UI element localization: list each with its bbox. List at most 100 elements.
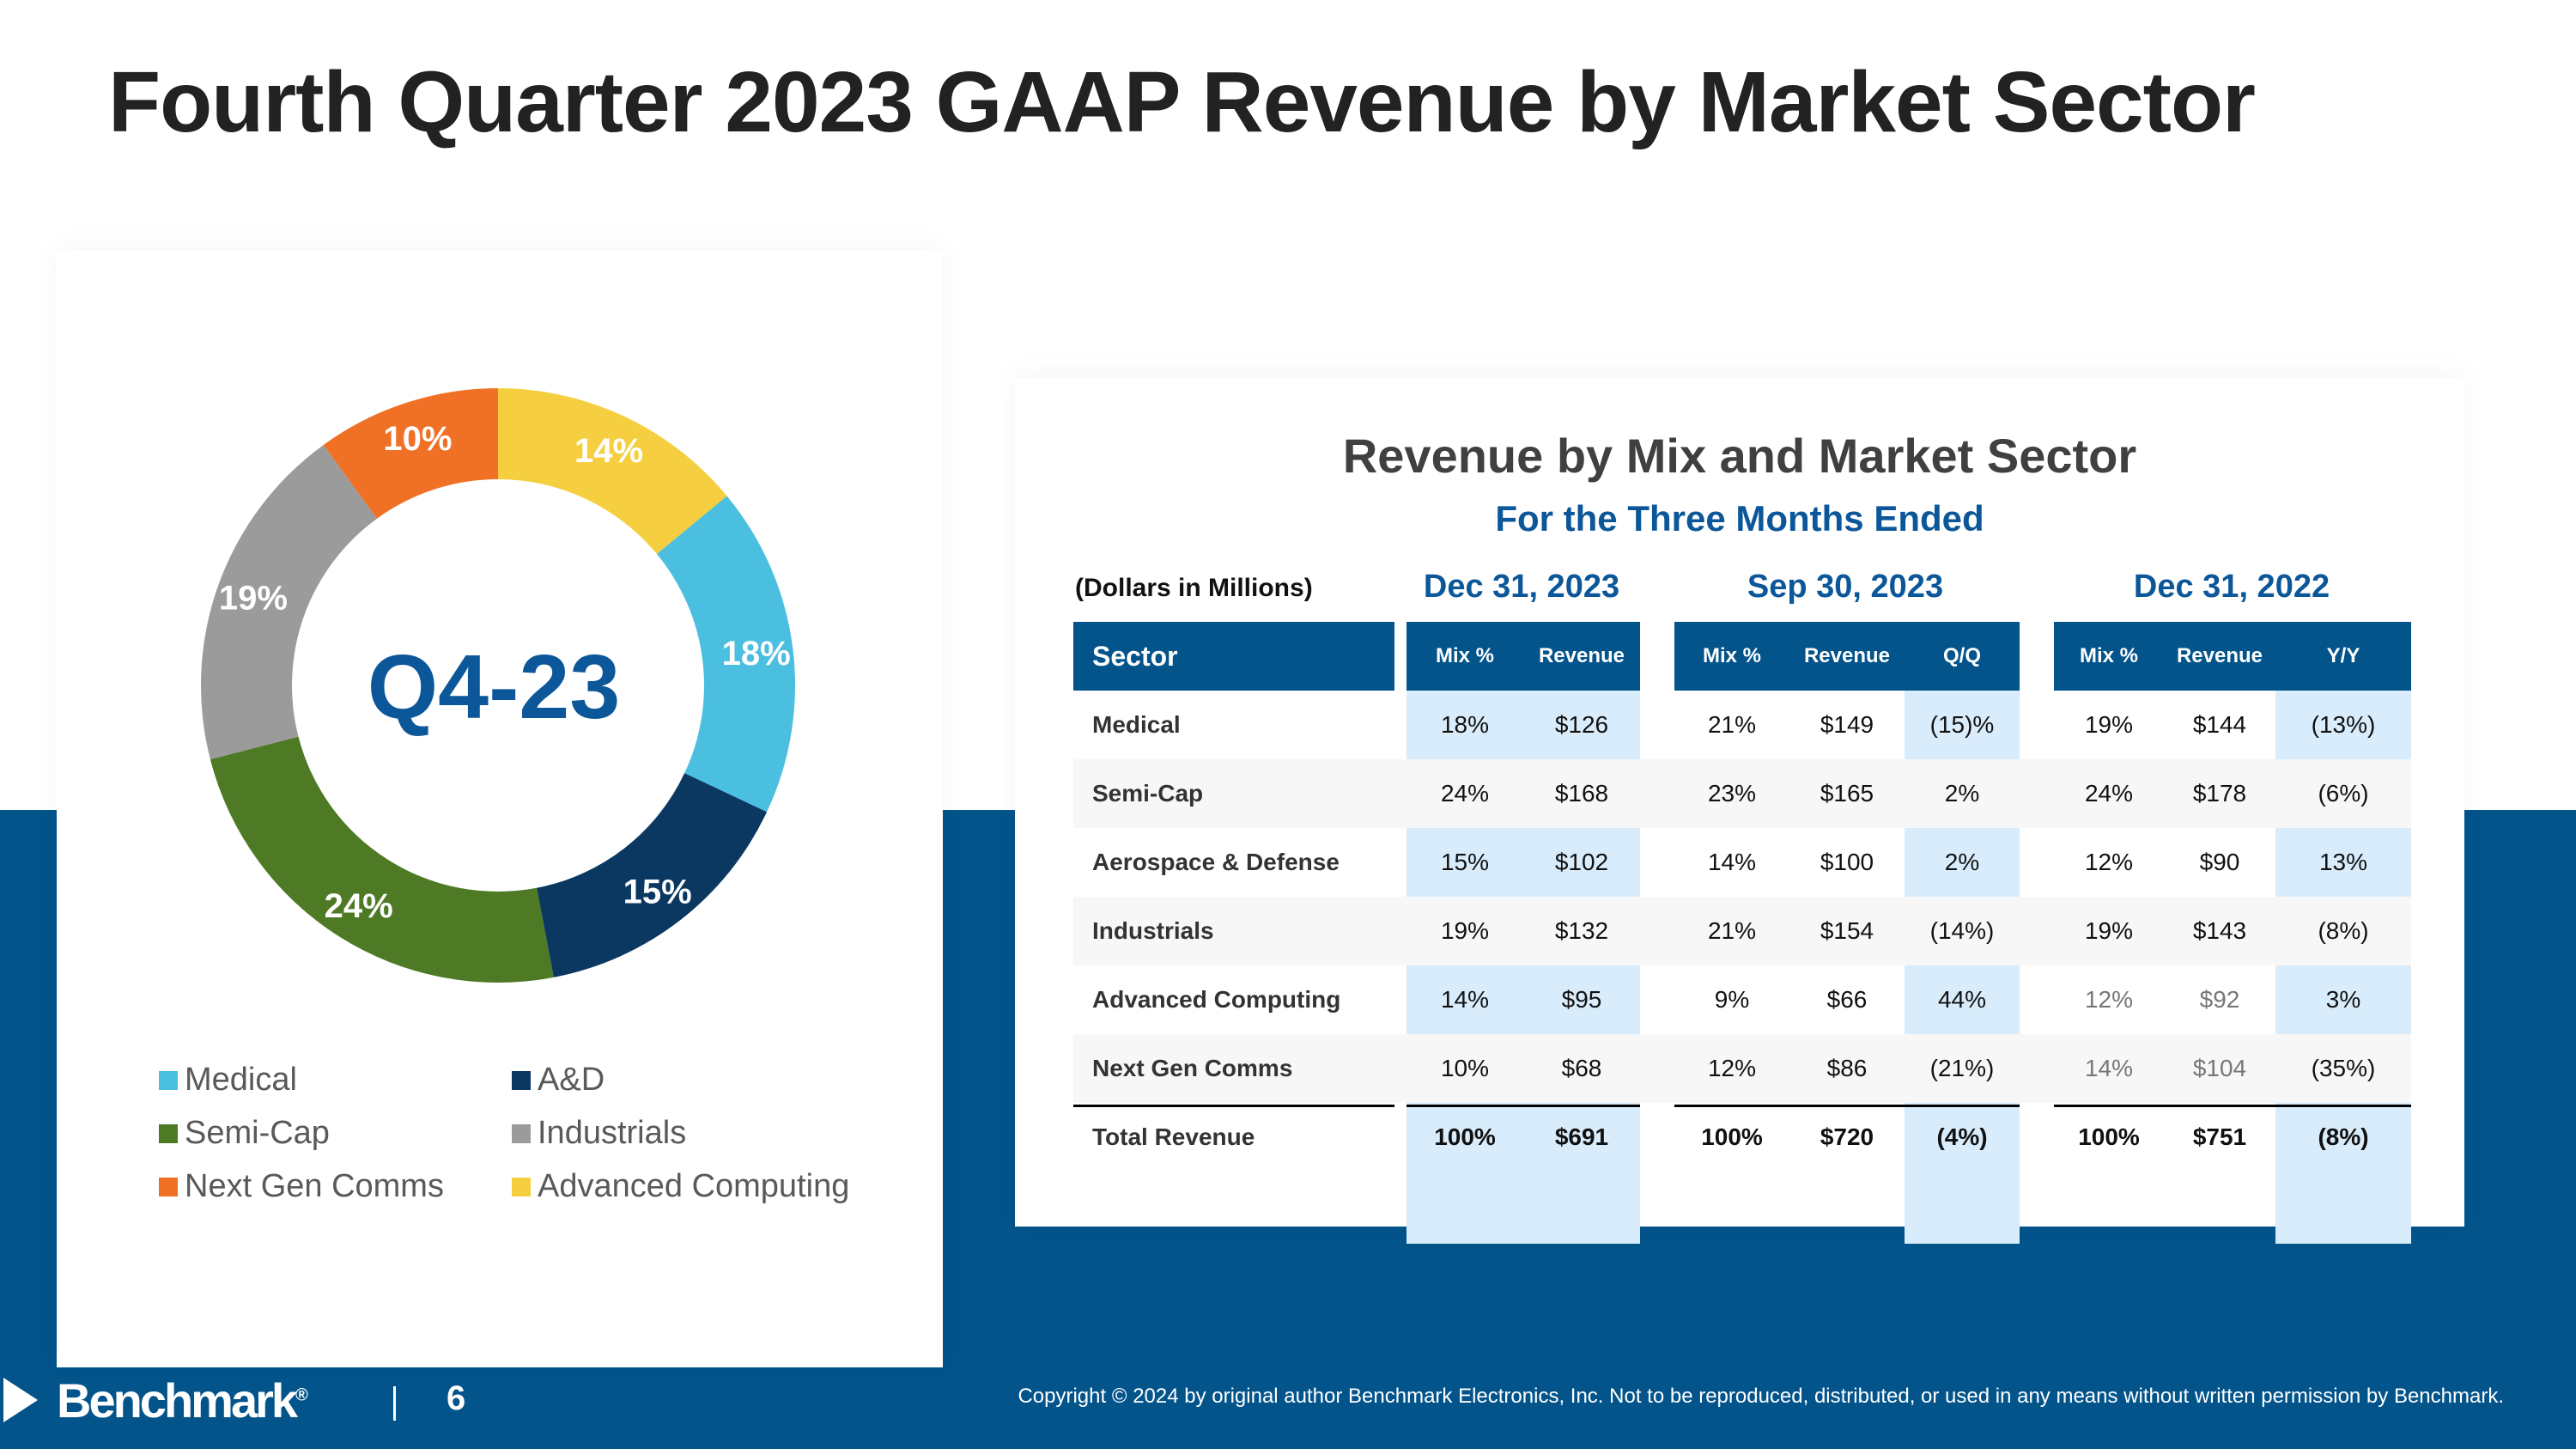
slice-data-label: 15% bbox=[623, 873, 692, 910]
header-dec-2022: Mix % Revenue Y/Y bbox=[2054, 622, 2411, 691]
table-cell: $68 bbox=[1561, 1055, 1602, 1081]
table-title: Revenue by Mix and Market Sector bbox=[1342, 429, 2137, 483]
legend-swatch bbox=[159, 1123, 178, 1143]
slice-data-label: 18% bbox=[722, 635, 791, 673]
table-cell: $143 bbox=[2192, 917, 2247, 944]
header-revenue: Revenue bbox=[2176, 644, 2263, 667]
period-sep-2023: Sep 30, 2023 bbox=[1747, 569, 1944, 605]
chevron-right-icon bbox=[3, 1378, 38, 1422]
legend-item: Medical bbox=[159, 1062, 297, 1099]
table-cell: (15)% bbox=[1929, 711, 1995, 738]
donut-slice-next-gen-comms bbox=[323, 388, 498, 519]
legend-swatch bbox=[512, 1070, 531, 1090]
table-cell: (8%) bbox=[2318, 917, 2369, 944]
table-cell: 19% bbox=[2084, 917, 2134, 944]
row-stripe bbox=[1073, 1034, 2411, 1103]
table-cell: 12% bbox=[2084, 849, 2134, 875]
page-number: 6 bbox=[447, 1379, 466, 1417]
table-cell: 3% bbox=[2325, 986, 2361, 1013]
slice-data-label: 19% bbox=[219, 579, 288, 617]
slice-data-label: 24% bbox=[325, 887, 393, 925]
donut-chart-card: 14% 18% 15% 24% 19% 10% Q4-23 Medical A&D Semi-C… bbox=[57, 251, 943, 1367]
total-rule bbox=[1674, 1105, 2020, 1107]
table-cell: $154 bbox=[1820, 917, 1874, 944]
donut-center-label: Q4-23 bbox=[368, 636, 621, 738]
header-mix: Mix % bbox=[1702, 644, 1761, 667]
table-cell: $178 bbox=[2192, 780, 2247, 807]
sector-label: Aerospace & Defense bbox=[1092, 849, 1340, 875]
legend-swatch bbox=[512, 1123, 531, 1143]
legend-item: Industrials bbox=[512, 1115, 686, 1152]
legend-label: Semi-Cap bbox=[185, 1115, 330, 1151]
table-subtitle: For the Three Months Ended bbox=[1495, 498, 1984, 539]
header-qq: Q/Q bbox=[1942, 644, 1981, 667]
donut-slice-a-d bbox=[536, 773, 768, 977]
table-cell: (4%) bbox=[1936, 1123, 1988, 1150]
table-cell: $102 bbox=[1554, 849, 1609, 875]
legend-swatch bbox=[159, 1177, 178, 1196]
period-dec-2023: Dec 31, 2023 bbox=[1423, 569, 1620, 605]
table-cell: $95 bbox=[1561, 986, 1602, 1013]
legend-label: Industrials bbox=[538, 1115, 687, 1151]
period-dec-2022: Dec 31, 2022 bbox=[2133, 569, 2330, 605]
table-cell: $165 bbox=[1820, 780, 1874, 807]
table-cell: $751 bbox=[2192, 1123, 2247, 1150]
table-cell: 14% bbox=[2084, 1055, 2134, 1081]
total-rule bbox=[1406, 1105, 1640, 1107]
sector-label: Next Gen Comms bbox=[1092, 1055, 1293, 1081]
table-cell: 19% bbox=[2084, 711, 2134, 738]
table-cell: 24% bbox=[1440, 780, 1490, 807]
table-cell: 100% bbox=[1701, 1123, 1763, 1150]
legend-item: Semi-Cap bbox=[159, 1115, 330, 1152]
header-dec-2023: Mix % Revenue bbox=[1406, 622, 1640, 691]
table-cell: 100% bbox=[1434, 1123, 1496, 1150]
table-cell: $90 bbox=[2199, 849, 2240, 875]
donut-slice-industrials bbox=[201, 445, 377, 760]
table-cell: $92 bbox=[2199, 986, 2240, 1013]
donut-slice-semi-cap bbox=[210, 736, 554, 983]
table-cell: $691 bbox=[1554, 1123, 1609, 1150]
header-mix: Mix % bbox=[2079, 644, 2138, 667]
table-cell: (13%) bbox=[2311, 711, 2376, 738]
donut-slice-advanced-computing bbox=[498, 388, 727, 555]
donut-slice-medical bbox=[656, 496, 795, 813]
footer-separator bbox=[393, 1386, 396, 1421]
table-cell: 18% bbox=[1440, 711, 1490, 738]
units-label: (Dollars in Millions) bbox=[1075, 574, 1313, 602]
total-rule bbox=[1073, 1105, 1394, 1107]
benchmark-logo: Benchmark® bbox=[0, 1373, 308, 1428]
header-sector: Sector bbox=[1073, 622, 1394, 691]
table-cell: $720 bbox=[1820, 1123, 1874, 1150]
table-cell: 21% bbox=[1707, 917, 1757, 944]
table-cell: 14% bbox=[1707, 849, 1757, 875]
table-cell: $168 bbox=[1554, 780, 1609, 807]
logo-text: Benchmark® bbox=[57, 1373, 308, 1428]
slide-title: Fourth Quarter 2023 GAAP Revenue by Mark… bbox=[108, 54, 2256, 150]
table-cell: 2% bbox=[1944, 780, 1980, 807]
header-revenue: Revenue bbox=[1538, 644, 1625, 667]
table-cell: $66 bbox=[1826, 986, 1868, 1013]
sector-label: Medical bbox=[1092, 711, 1181, 738]
table-cell: 2% bbox=[1944, 849, 1980, 875]
table-cell: 19% bbox=[1440, 917, 1490, 944]
table-cell: 12% bbox=[2084, 986, 2134, 1013]
header-sep-2023: Mix % Revenue Q/Q bbox=[1674, 622, 2020, 691]
legend-item: Advanced Computing bbox=[512, 1168, 849, 1205]
table-cell: 10% bbox=[1440, 1055, 1490, 1081]
donut-chart: 14% 18% 15% 24% 19% 10% Q4-23 bbox=[201, 388, 795, 983]
table-cell: (6%) bbox=[2318, 780, 2369, 807]
table-cell: 44% bbox=[1937, 986, 1987, 1013]
sector-label: Total Revenue bbox=[1092, 1123, 1255, 1150]
header-sector-label: Sector bbox=[1092, 641, 1178, 672]
slice-data-label: 10% bbox=[383, 420, 452, 458]
legend-swatch bbox=[512, 1177, 531, 1196]
legend-item: Next Gen Comms bbox=[159, 1168, 444, 1205]
table-cell: 9% bbox=[1714, 986, 1750, 1013]
table-cell: 15% bbox=[1440, 849, 1490, 875]
row-stripe bbox=[1073, 759, 2411, 828]
table-cell: (21%) bbox=[1929, 1055, 1995, 1081]
table-cell: 24% bbox=[2084, 780, 2134, 807]
table-cell: $132 bbox=[1554, 917, 1609, 944]
header-mix: Mix % bbox=[1435, 644, 1494, 667]
legend-label: Advanced Computing bbox=[538, 1168, 850, 1204]
